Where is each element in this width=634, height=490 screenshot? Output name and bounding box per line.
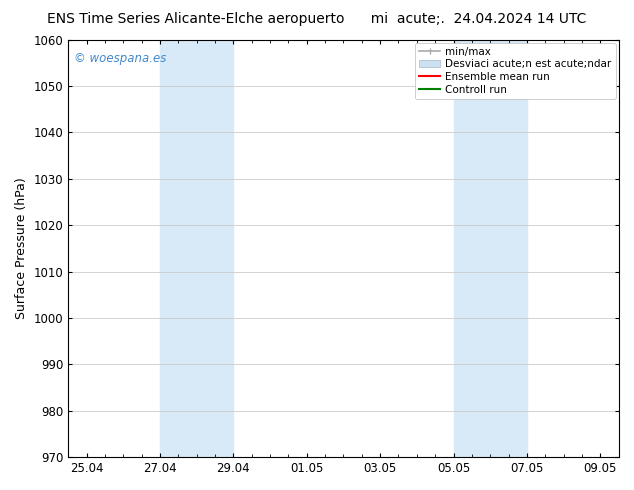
Legend: min/max, Desviaci acute;n est acute;ndar, Ensemble mean run, Controll run: min/max, Desviaci acute;n est acute;ndar… <box>415 43 616 99</box>
Bar <box>453 40 527 457</box>
Text: © woespana.es: © woespana.es <box>74 52 166 65</box>
Text: ENS Time Series Alicante-Elche aeropuerto      mi  acute;.  24.04.2024 14 UTC: ENS Time Series Alicante-Elche aeropuert… <box>48 12 586 26</box>
Y-axis label: Surface Pressure (hPa): Surface Pressure (hPa) <box>15 177 28 319</box>
Bar <box>160 40 233 457</box>
